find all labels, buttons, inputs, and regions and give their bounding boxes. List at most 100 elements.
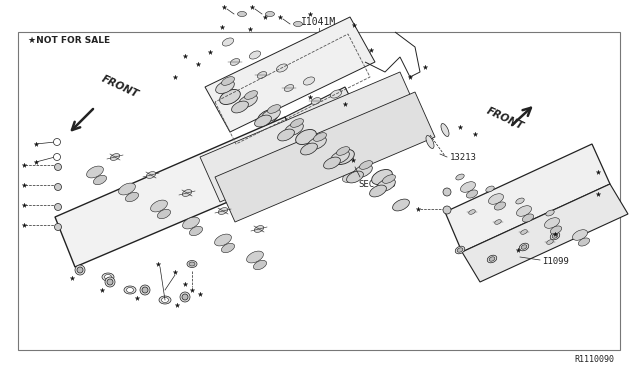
Polygon shape xyxy=(462,184,628,282)
Ellipse shape xyxy=(321,152,335,162)
Ellipse shape xyxy=(522,214,534,222)
Ellipse shape xyxy=(285,122,303,135)
Ellipse shape xyxy=(102,273,114,281)
Ellipse shape xyxy=(54,224,61,231)
Ellipse shape xyxy=(330,90,342,98)
Ellipse shape xyxy=(268,105,280,113)
Ellipse shape xyxy=(377,179,396,192)
Ellipse shape xyxy=(220,90,241,105)
Ellipse shape xyxy=(487,255,497,263)
Ellipse shape xyxy=(516,206,531,216)
Ellipse shape xyxy=(86,166,104,178)
Ellipse shape xyxy=(222,38,234,46)
Ellipse shape xyxy=(467,190,477,198)
Ellipse shape xyxy=(488,194,504,204)
Text: FRONT: FRONT xyxy=(485,106,525,132)
Ellipse shape xyxy=(105,277,115,287)
Ellipse shape xyxy=(314,133,326,141)
Ellipse shape xyxy=(255,115,271,127)
Ellipse shape xyxy=(547,240,554,244)
Ellipse shape xyxy=(239,94,257,108)
Ellipse shape xyxy=(354,164,372,177)
Ellipse shape xyxy=(125,192,139,202)
Ellipse shape xyxy=(294,22,303,26)
Ellipse shape xyxy=(521,230,527,234)
Ellipse shape xyxy=(291,119,303,127)
Ellipse shape xyxy=(303,77,315,85)
Text: FRONT: FRONT xyxy=(100,74,140,100)
Ellipse shape xyxy=(230,58,240,65)
Ellipse shape xyxy=(104,275,111,279)
Ellipse shape xyxy=(244,91,257,99)
Ellipse shape xyxy=(552,234,558,238)
Ellipse shape xyxy=(573,230,588,240)
Ellipse shape xyxy=(182,294,188,300)
Ellipse shape xyxy=(495,219,501,224)
Ellipse shape xyxy=(187,260,197,267)
Ellipse shape xyxy=(443,206,451,214)
Ellipse shape xyxy=(360,161,372,169)
Polygon shape xyxy=(215,92,435,222)
Ellipse shape xyxy=(311,97,321,105)
Ellipse shape xyxy=(218,208,228,214)
Ellipse shape xyxy=(250,51,260,59)
Ellipse shape xyxy=(519,243,529,251)
Ellipse shape xyxy=(337,147,349,155)
Ellipse shape xyxy=(296,129,316,144)
Ellipse shape xyxy=(150,200,168,212)
Ellipse shape xyxy=(516,198,524,204)
Ellipse shape xyxy=(93,175,107,185)
Ellipse shape xyxy=(468,210,476,214)
Ellipse shape xyxy=(107,279,113,285)
Ellipse shape xyxy=(159,296,171,304)
Ellipse shape xyxy=(75,265,85,275)
Ellipse shape xyxy=(278,129,294,141)
Ellipse shape xyxy=(369,185,387,197)
Text: I1099: I1099 xyxy=(542,257,569,266)
Ellipse shape xyxy=(266,12,275,16)
Ellipse shape xyxy=(161,298,168,302)
Ellipse shape xyxy=(221,243,235,253)
Ellipse shape xyxy=(426,135,434,148)
Bar xyxy=(18,32,620,350)
Ellipse shape xyxy=(332,162,346,172)
Ellipse shape xyxy=(147,171,156,179)
Ellipse shape xyxy=(457,248,463,252)
Ellipse shape xyxy=(441,124,449,137)
Ellipse shape xyxy=(77,267,83,273)
Ellipse shape xyxy=(221,77,234,85)
Ellipse shape xyxy=(443,188,451,196)
Text: SEC.130: SEC.130 xyxy=(358,180,396,189)
Ellipse shape xyxy=(546,210,554,216)
Ellipse shape xyxy=(579,238,589,246)
Ellipse shape xyxy=(118,183,136,195)
Ellipse shape xyxy=(308,137,326,150)
Ellipse shape xyxy=(550,232,560,240)
Ellipse shape xyxy=(54,183,61,190)
Polygon shape xyxy=(445,144,610,252)
Ellipse shape xyxy=(494,202,506,210)
Text: ★NOT FOR SALE: ★NOT FOR SALE xyxy=(28,35,110,45)
Ellipse shape xyxy=(461,182,476,192)
Ellipse shape xyxy=(127,288,134,292)
Ellipse shape xyxy=(140,285,150,295)
Ellipse shape xyxy=(254,225,264,232)
Ellipse shape xyxy=(456,174,464,180)
Ellipse shape xyxy=(324,157,340,169)
Ellipse shape xyxy=(246,251,264,263)
Ellipse shape xyxy=(347,171,364,183)
Ellipse shape xyxy=(216,80,234,93)
Ellipse shape xyxy=(310,142,324,152)
Ellipse shape xyxy=(54,164,61,170)
Ellipse shape xyxy=(142,287,148,293)
Ellipse shape xyxy=(262,109,280,122)
Ellipse shape xyxy=(455,246,465,254)
Ellipse shape xyxy=(284,84,294,92)
Polygon shape xyxy=(285,87,370,167)
Ellipse shape xyxy=(287,122,303,132)
Ellipse shape xyxy=(301,143,317,155)
Ellipse shape xyxy=(189,262,195,266)
Ellipse shape xyxy=(489,257,495,261)
Ellipse shape xyxy=(521,245,527,249)
Ellipse shape xyxy=(232,101,248,113)
